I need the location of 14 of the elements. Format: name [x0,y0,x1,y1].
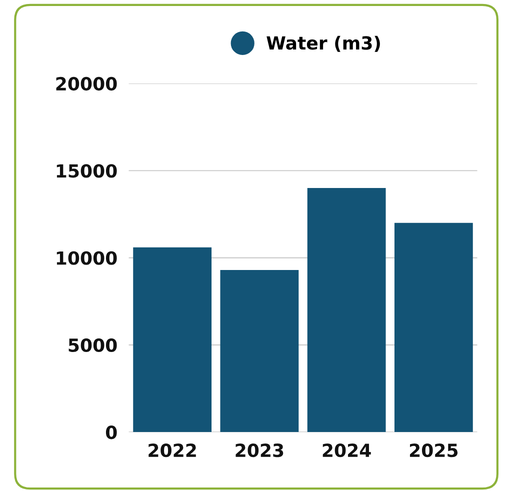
bar [133,247,212,432]
bar [394,222,473,432]
bar [220,270,299,432]
x-tick-label: 2022 [148,444,196,458]
bar [307,188,386,432]
legend-label: Water (m3) [266,36,380,52]
x-tick-label: 2023 [236,444,284,458]
y-tick-label: 15000 [56,164,117,178]
y-tick-label: 0 [106,426,117,440]
y-tick-label: 5000 [68,338,117,352]
y-tick-label: 20000 [56,76,117,91]
x-tick-label: 2025 [410,444,458,458]
y-tick-label: 10000 [56,251,117,265]
x-tick-label: 2024 [322,444,371,458]
